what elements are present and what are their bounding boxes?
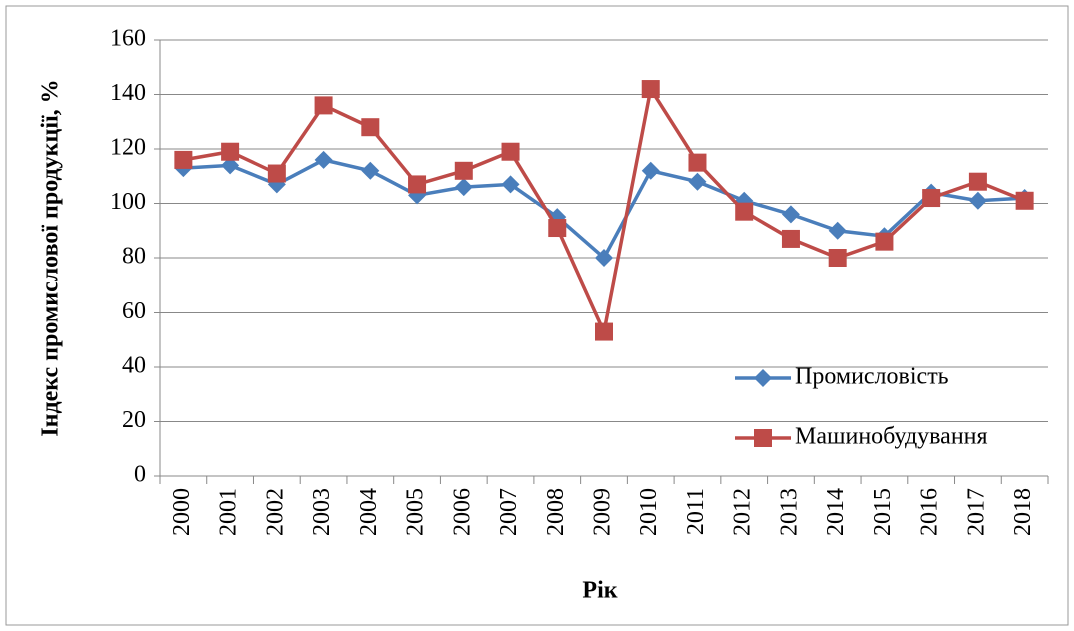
y-tick-label: 80: [122, 244, 146, 270]
legend-marker: [754, 429, 772, 447]
legend-label: Промисловість: [795, 364, 949, 390]
x-tick-label: 2002: [262, 488, 288, 536]
point-marker: [501, 142, 520, 161]
x-tick-label: 2006: [449, 488, 475, 536]
y-tick-label: 160: [110, 26, 146, 52]
x-tick-label: 2011: [683, 488, 709, 535]
y-axis-label: Індекс промислової продукції, %: [38, 79, 64, 436]
point-marker: [361, 161, 380, 180]
x-tick-label: 2015: [870, 488, 896, 536]
x-tick-label: 2009: [590, 488, 616, 536]
y-tick-label: 0: [134, 462, 146, 488]
point-marker: [968, 191, 987, 210]
point-marker: [548, 219, 567, 238]
point-marker: [595, 249, 613, 267]
point-marker: [781, 205, 800, 224]
point-marker: [781, 229, 800, 248]
point-marker: [688, 172, 707, 191]
x-tick-label: 2004: [356, 488, 382, 536]
x-tick-label: 2016: [917, 488, 943, 536]
x-tick-label: 2014: [823, 488, 849, 536]
point-marker: [361, 118, 380, 137]
x-tick-label: 2005: [403, 488, 429, 536]
point-marker: [501, 175, 520, 194]
point-marker: [221, 156, 240, 175]
x-tick-label: 2013: [776, 488, 802, 536]
point-marker: [828, 249, 847, 267]
y-tick-label: 40: [122, 353, 146, 379]
point-marker: [314, 96, 333, 115]
y-tick-label: 20: [122, 407, 146, 433]
y-tick-label: 140: [110, 80, 146, 106]
chart-border: [5, 5, 1069, 626]
x-tick-label: 2007: [496, 488, 522, 536]
x-tick-label: 2017: [963, 488, 989, 536]
legend-label: Машинобудування: [795, 424, 988, 450]
point-marker: [968, 172, 987, 191]
point-marker: [688, 153, 707, 172]
point-marker: [595, 322, 613, 341]
x-tick-label: 2012: [730, 488, 756, 536]
point-marker: [267, 164, 286, 183]
x-tick-label: 2003: [309, 488, 335, 536]
point-marker: [875, 232, 894, 251]
point-marker: [221, 142, 240, 161]
point-marker: [314, 150, 333, 169]
y-tick-label: 60: [122, 298, 146, 324]
x-tick-label: 2018: [1010, 488, 1036, 536]
x-tick-label: 2000: [169, 488, 195, 536]
point-marker: [454, 161, 473, 180]
x-tick-label: 2001: [216, 488, 242, 536]
y-tick-label: 120: [110, 135, 146, 161]
point-marker: [735, 202, 754, 221]
x-axis-label: Рік: [582, 578, 617, 604]
point-marker: [454, 178, 473, 197]
point-marker: [922, 189, 941, 208]
y-tick-label: 100: [110, 189, 146, 215]
x-tick-label: 2010: [636, 488, 662, 536]
point-marker: [174, 150, 193, 169]
point-marker: [641, 80, 660, 99]
x-tick-label: 2008: [543, 488, 569, 536]
point-marker: [408, 175, 427, 194]
legend-marker: [754, 369, 772, 387]
point-marker: [828, 221, 847, 240]
point-marker: [1015, 191, 1034, 210]
point-marker: [641, 161, 660, 180]
